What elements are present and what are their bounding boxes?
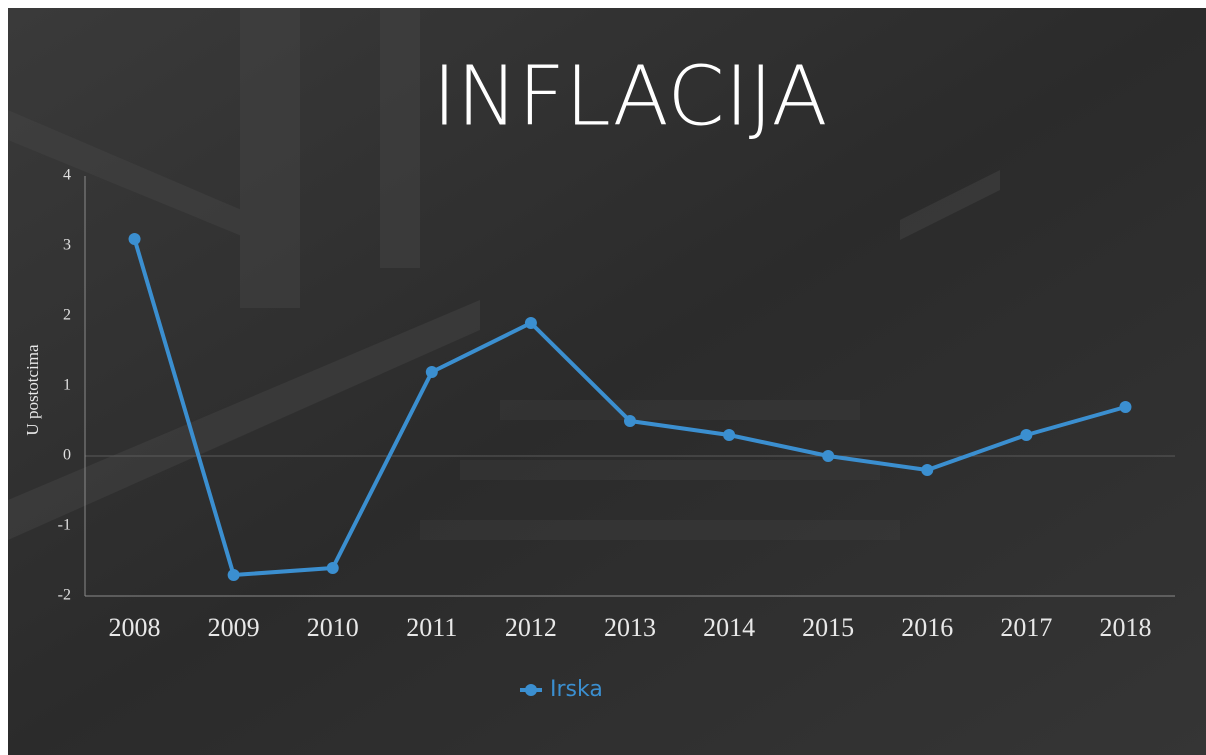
x-tick-label: 2018 <box>1099 613 1151 642</box>
x-tick-label: 2013 <box>604 613 656 642</box>
x-tick-label: 2015 <box>802 613 854 642</box>
x-tick-label: 2014 <box>703 613 755 642</box>
y-tick-label: -1 <box>58 517 71 534</box>
y-tick-label: -2 <box>58 587 71 604</box>
data-point <box>426 366 438 378</box>
legend-label: Irska <box>550 677 603 702</box>
x-tick-label: 2011 <box>406 613 457 642</box>
x-tick-label: 2016 <box>901 613 953 642</box>
y-tick-label: 0 <box>63 447 71 464</box>
data-point <box>723 429 735 441</box>
y-tick-label: 1 <box>63 377 71 394</box>
x-tick-label: 2012 <box>505 613 557 642</box>
data-point <box>327 562 339 574</box>
y-tick-label: 2 <box>63 307 71 324</box>
data-point <box>1020 429 1032 441</box>
y-tick-label: 3 <box>63 237 71 254</box>
data-point <box>228 569 240 581</box>
y-tick-label: 4 <box>63 167 71 184</box>
x-tick-label: 2010 <box>307 613 359 642</box>
data-point <box>1119 401 1131 413</box>
data-point <box>624 415 636 427</box>
y-axis-label: U postotcima <box>23 344 42 436</box>
data-point <box>525 317 537 329</box>
x-tick-label: 2009 <box>208 613 260 642</box>
legend-marker <box>525 684 537 696</box>
chart-title: INFLACIJA <box>432 50 827 145</box>
data-point <box>921 464 933 476</box>
x-tick-label: 2017 <box>1000 613 1052 642</box>
data-point <box>129 233 141 245</box>
slide: INFLACIJA U postotcima -2 -1 0 1 2 3 4 2008 2009… <box>0 0 1206 755</box>
x-tick-label: 2008 <box>109 613 161 642</box>
data-point <box>822 450 834 462</box>
